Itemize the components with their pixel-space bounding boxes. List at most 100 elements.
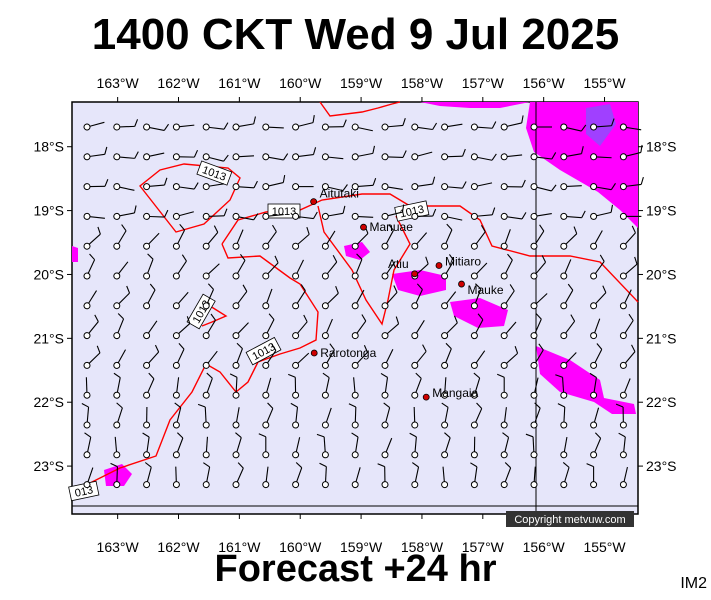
place-label: Mangaia [432,386,478,400]
wind-barb [381,183,403,191]
wind-barb [172,377,180,399]
wind-barb [351,467,361,489]
wind-barb [321,153,344,161]
lon-label: 156°W [523,539,566,555]
wind-barb [110,462,121,489]
wind-barb [113,261,129,280]
place-dot [458,280,465,288]
wind-barb [232,153,255,161]
wind-barb [202,436,210,459]
wind-barb [411,122,438,131]
wind-barb [143,320,158,340]
wind-barb [83,146,108,161]
wind-barb [381,260,396,280]
wind-barb [258,433,270,459]
wind-barb [590,230,603,250]
wind-barb [143,177,168,191]
wind-barb [530,123,552,131]
lon-label: 159°W [340,539,383,555]
wind-barb [143,406,151,429]
lon-label: 158°W [401,539,444,555]
wind-barb [470,462,478,489]
wind-barb [143,283,156,310]
wind-barb [113,285,131,310]
wind-barb [143,344,160,369]
wind-barb [143,152,165,161]
place-label: Manuae [370,220,414,234]
wind-barb [530,343,544,369]
wind-barb [202,122,229,131]
wind-barb [232,116,257,131]
wind-barb [262,153,289,161]
wind-barb [262,123,284,131]
wind-barb [292,437,301,459]
wind-barb [589,372,598,399]
lat-label: 23°S [33,458,64,474]
forecast-lead-time: Forecast +24 hr [214,548,497,590]
wind-barb [441,123,463,131]
wind-barb [500,179,526,191]
wind-barb [470,313,484,340]
wind-barb [470,262,488,280]
wind-barb [351,432,359,459]
lat-label: 21°S [33,330,64,346]
wind-barb [500,253,513,280]
wind-barb [351,345,368,369]
wind-barb [232,212,259,221]
wind-barb [172,211,194,220]
wind-barb [411,462,420,489]
place-dot [411,270,419,278]
isobar-line [71,243,319,501]
wind-barb [381,285,398,310]
wind-barb [202,313,216,340]
wind-barb [172,343,185,369]
wind-barb [232,322,249,340]
lon-label: 162°W [157,75,200,91]
wind-barb [348,403,359,429]
place-label: Aitutaki [320,187,359,201]
wind-barb [202,350,218,369]
wind-barb [560,183,582,191]
place-label: Mauke [468,283,504,297]
isobar-label-text: 013 [74,484,94,500]
wind-barb [560,352,577,369]
wind-barbs [81,115,644,489]
copyright-text: Copyright metvuw.com [514,514,625,526]
wind-barb [590,407,600,429]
lat-label: 20°S [33,266,64,282]
wind-barb [81,402,91,429]
wind-barb [262,466,270,489]
rain-areas [72,102,638,486]
wind-barb [83,253,96,280]
lon-label: 160°W [279,539,322,555]
wind-barb [560,283,574,310]
lon-label: 157°W [462,539,505,555]
wind-barb [409,432,419,459]
wind-barb [232,432,242,459]
wind-barb [441,212,463,221]
wind-barb [262,402,274,429]
wind-barb [619,378,631,399]
wind-barb [292,462,303,489]
wind-barb [202,263,220,280]
wind-barb [143,232,160,250]
wind-barb [590,204,614,220]
wind-barb [557,403,568,429]
lon-label: 163°W [97,75,140,91]
wind-barb [381,348,394,369]
wind-barb [321,285,339,310]
wind-barb [351,253,363,280]
lon-label: 161°W [218,539,261,555]
wind-barb [441,466,449,489]
lat-label: 22°S [33,394,64,410]
wind-barb [441,402,449,429]
lon-label: 162°W [157,539,200,555]
wind-barb [530,152,557,161]
wind-barb [411,208,437,220]
wind-barb [113,183,135,191]
wind-barb [441,181,467,191]
wind-barb [290,402,300,429]
lon-label: 163°W [97,539,140,555]
wind-barb [232,284,248,310]
wind-barb [411,406,419,429]
